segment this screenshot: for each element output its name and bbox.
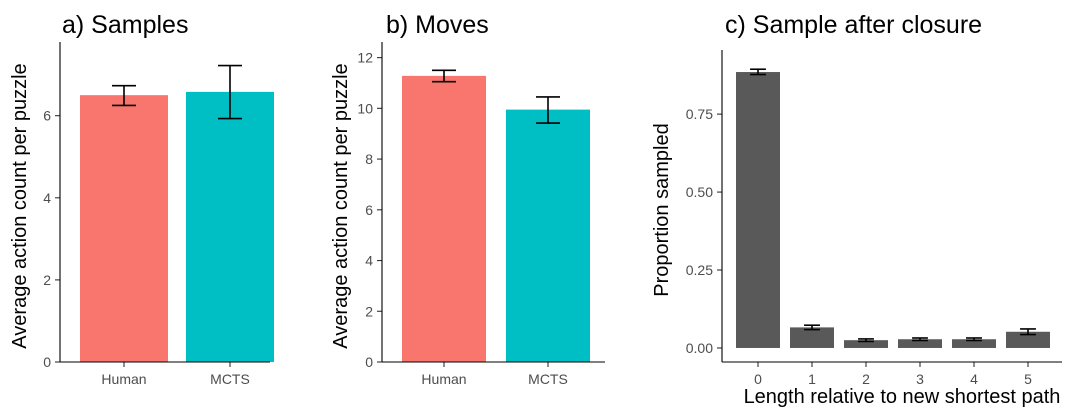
x-axis-label: Length relative to new shortest path xyxy=(744,386,1061,408)
error-bar-mcts xyxy=(536,96,560,124)
x-tick-label: 2 xyxy=(862,371,870,387)
x-tick-label: MCTS xyxy=(210,371,250,387)
y-tick-label: 6 xyxy=(43,108,51,124)
bar-mcts xyxy=(506,109,590,362)
panel-title: c) Sample after closure xyxy=(725,11,982,39)
bar-mcts xyxy=(186,91,274,362)
y-tick-label: 12 xyxy=(357,50,373,66)
error-bar-human xyxy=(112,84,136,107)
bar-1 xyxy=(790,327,834,348)
error-bar-mcts xyxy=(218,64,242,120)
x-tick-label: Human xyxy=(101,371,146,387)
y-tick-label: 0.50 xyxy=(686,184,713,200)
y-tick-label: 4 xyxy=(43,190,51,206)
x-tick-label: 0 xyxy=(754,371,762,387)
panel-3: c) Sample after closure Proportion sample… xyxy=(651,11,1062,408)
y-tick-label: 0.75 xyxy=(686,106,713,122)
x-tick-label: MCTS xyxy=(528,371,568,387)
bar-5 xyxy=(1006,331,1050,348)
y-tick-label: 0.00 xyxy=(686,340,713,356)
panel-1: a) Samples Average action count per puzzl… xyxy=(9,11,274,387)
panel-title: b) Moves xyxy=(386,11,489,39)
error-bar-0 xyxy=(750,68,766,76)
y-tick-label: 6 xyxy=(365,202,373,218)
y-tick-label: 0 xyxy=(43,354,51,370)
panel-2: b) Moves Average action count per puzzle H… xyxy=(330,11,605,387)
x-tick-label: Human xyxy=(421,371,466,387)
y-tick-label: 2 xyxy=(43,272,51,288)
y-tick-label: 2 xyxy=(365,303,373,319)
y-axis-label: Average action count per puzzle xyxy=(9,63,31,348)
x-tick-label: 3 xyxy=(916,371,924,387)
bar-human xyxy=(80,95,168,362)
error-bar-2 xyxy=(858,338,874,343)
x-tick-label: 4 xyxy=(970,371,978,387)
bar-0 xyxy=(736,72,780,348)
y-tick-label: 0.25 xyxy=(686,262,713,278)
x-tick-label: 1 xyxy=(808,371,816,387)
bar-3 xyxy=(898,339,942,348)
error-bar-3 xyxy=(912,337,928,342)
error-bar-human xyxy=(432,69,456,83)
y-axis-label: Proportion sampled xyxy=(651,123,673,296)
y-axis-label: Average action count per puzzle xyxy=(330,63,352,348)
y-tick-label: 8 xyxy=(365,151,373,167)
y-tick-label: 0 xyxy=(365,354,373,370)
bar-2 xyxy=(844,340,888,348)
y-tick-label: 10 xyxy=(357,100,373,116)
error-bar-1 xyxy=(804,324,820,331)
y-tick-label: 4 xyxy=(365,253,373,269)
bar-4 xyxy=(952,339,996,348)
error-bar-5 xyxy=(1020,328,1036,336)
error-bar-4 xyxy=(966,337,982,342)
bar-human xyxy=(402,75,486,362)
x-tick-label: 5 xyxy=(1024,371,1032,387)
panel-title: a) Samples xyxy=(62,11,188,39)
